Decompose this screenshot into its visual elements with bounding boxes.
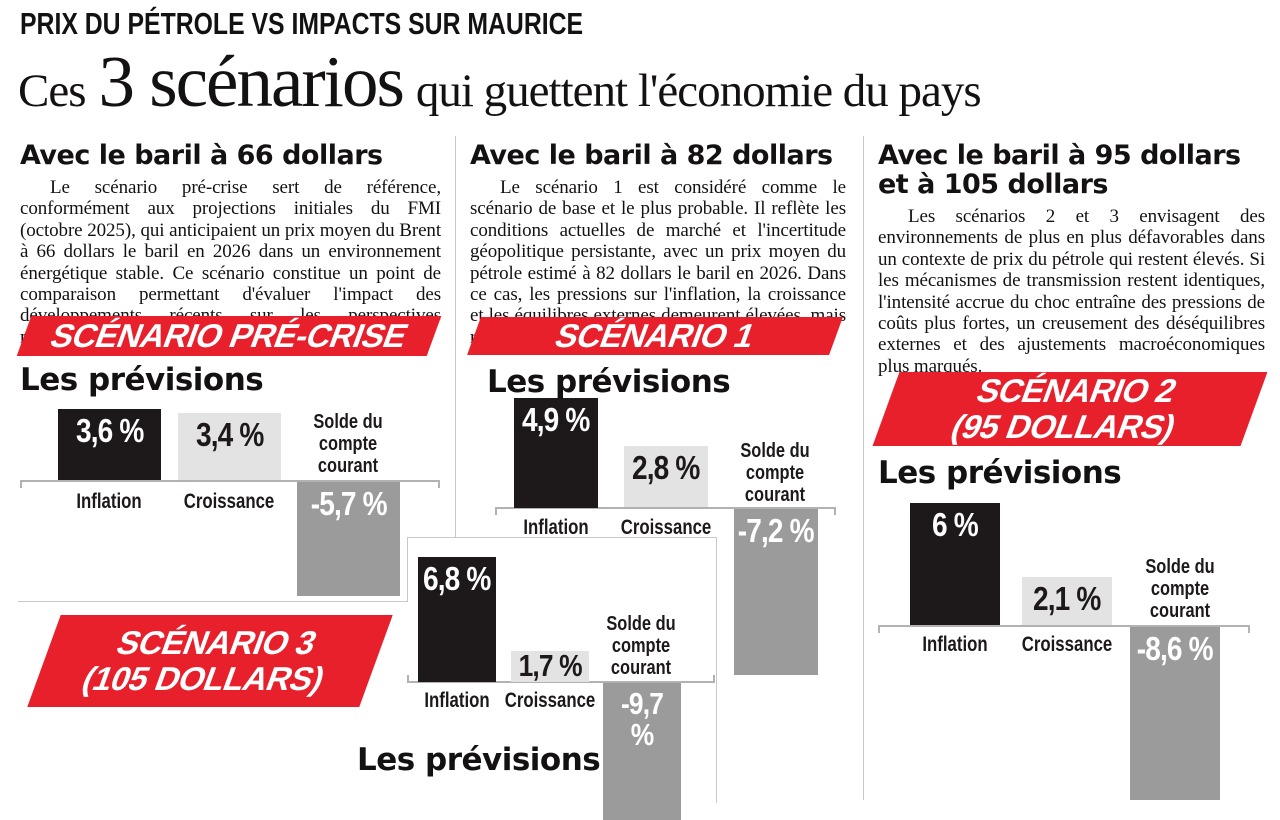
bar-value: 2,8 %: [632, 449, 700, 486]
bar-solde-scenario-1: -7,2 %: [734, 509, 818, 675]
title-emphasis: 3 scénarios: [98, 41, 405, 122]
bar-value: -9,7 %: [620, 686, 664, 752]
bar-croissance-scenario-pre-crise: 3,4 %: [178, 413, 281, 480]
scenario-banner-1: SCÉNARIO 1: [467, 317, 843, 355]
chart-frame-line: [407, 537, 717, 538]
chart-frame-line: [407, 537, 408, 602]
column-divider-2: [863, 136, 864, 800]
column-divider-1: [455, 136, 456, 537]
bar-value: -5,7 %: [310, 485, 388, 522]
bar-inflation-scenario-3: 6,8 %: [418, 557, 496, 682]
column-body: Le scénario pré-crise sert de référence,…: [20, 177, 441, 348]
axis-baseline-4: [407, 675, 715, 683]
chart-frame-line: [716, 537, 717, 803]
bar-croissance-scenario-3: 1,7 %: [511, 648, 589, 683]
chart-frame-line: [18, 601, 408, 602]
bar-solde-scenario-3: -9,7 %: [603, 683, 681, 820]
forecast-heading-2: Les prévisions: [487, 364, 731, 400]
axis-label-croissance: Croissance: [1021, 633, 1113, 656]
bar-value: 6,8 %: [423, 560, 491, 597]
bar-value: 1,7 %: [518, 648, 582, 683]
bar-croissance-scenario-1: 2,8 %: [624, 446, 708, 507]
bar-inflation-scenario-pre-crise: 3,6 %: [58, 409, 161, 480]
axis-label-croissance: Croissance: [504, 689, 596, 712]
axis-baseline-3: [878, 625, 1250, 633]
title-lead: Ces: [18, 65, 86, 117]
column-95-105-dollars: Avec le baril à 95 dollars et à 105 doll…: [878, 141, 1265, 377]
kicker: PRIX DU PÉTROLE VS IMPACTS SUR MAURICE: [20, 6, 584, 41]
axis-label-solde: Solde du compte courant: [313, 411, 383, 477]
axis-label-croissance: Croissance: [620, 516, 712, 539]
bar-solde-scenario-pre-crise: -5,7 %: [297, 482, 400, 596]
scenario-banner-pre-crise: SCÉNARIO PRÉ-CRISE: [16, 316, 442, 356]
axis-label-inflation: Inflation: [523, 516, 589, 539]
title-rest: qui guettent l'économie du pays: [415, 65, 982, 117]
axis-label-solde: Solde du compte courant: [606, 613, 676, 679]
bar-croissance-scenario-2: 2,1 %: [1022, 577, 1112, 625]
forecast-heading-4: Les prévisions: [357, 742, 601, 778]
column-66-dollars: Avec le baril à 66 dollars Le scénario p…: [20, 141, 441, 348]
axis-label-solde: Solde du compte courant: [1145, 556, 1215, 622]
axis-baseline-1: [20, 480, 440, 488]
bar-value: -8,6 %: [1137, 630, 1214, 667]
scenario-banner-2: SCÉNARIO 2 (95 DOLLARS): [872, 372, 1268, 446]
bar-solde-scenario-2: -8,6 %: [1130, 627, 1220, 800]
column-body: Les scénarios 2 et 3 envisagent des envi…: [878, 206, 1265, 377]
bar-value: 2,1 %: [1033, 580, 1101, 617]
bar-value: 6 %: [932, 506, 979, 543]
page-title: Ces 3 scénarios qui guettent l'économie …: [18, 40, 982, 124]
column-heading: Avec le baril à 82 dollars: [470, 140, 833, 171]
axis-baseline-2: [495, 507, 836, 515]
axis-label-solde: Solde du compte courant: [740, 440, 810, 506]
bar-value: 4,9 %: [522, 401, 590, 438]
axis-label-inflation: Inflation: [424, 689, 490, 712]
forecast-heading-3: Les prévisions: [878, 455, 1122, 491]
axis-label-croissance: Croissance: [183, 490, 275, 513]
axis-label-inflation: Inflation: [922, 633, 988, 656]
bar-inflation-scenario-2: 6 %: [910, 503, 1000, 625]
column-heading: Avec le baril à 66 dollars: [20, 140, 383, 171]
forecast-heading-1: Les prévisions: [20, 362, 264, 398]
bar-inflation-scenario-1: 4,9 %: [514, 398, 598, 508]
axis-label-inflation: Inflation: [76, 490, 142, 513]
bar-value: -7,2 %: [738, 512, 815, 549]
scenario-banner-3: SCÉNARIO 3 (105 DOLLARS): [27, 615, 393, 707]
column-heading: Avec le baril à 95 dollars et à 105 doll…: [878, 140, 1241, 200]
bar-value: 3,4 %: [195, 416, 264, 453]
bar-value: 3,6 %: [75, 412, 144, 449]
